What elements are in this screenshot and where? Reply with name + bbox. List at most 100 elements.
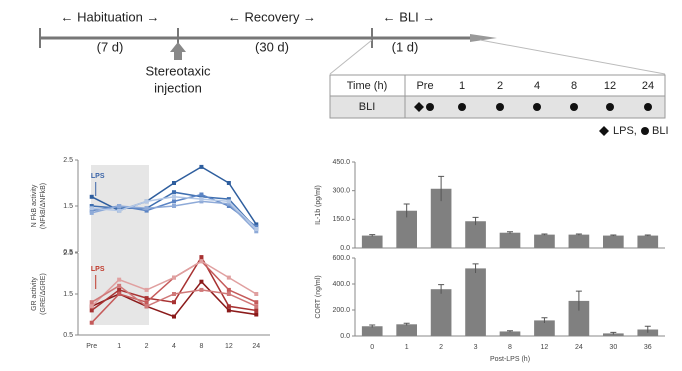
bar [637, 235, 659, 248]
point [89, 206, 94, 211]
y-axis-label: (GRE/ΔGRE) [40, 273, 47, 315]
error-bar [403, 203, 410, 218]
annotation: LPS [91, 173, 105, 180]
point [144, 287, 149, 292]
bar [396, 210, 417, 248]
point [172, 199, 176, 204]
error-bar [472, 216, 479, 226]
x-tick-label: 12 [541, 344, 549, 351]
point [89, 304, 94, 309]
point [226, 308, 231, 313]
point [172, 314, 176, 319]
bli-marker [606, 103, 614, 111]
table-header: Pre [416, 80, 433, 92]
point [117, 204, 122, 208]
error-bar [644, 234, 651, 237]
point [172, 275, 176, 280]
x-tick-label: Pre [86, 343, 97, 350]
error-bar [575, 290, 582, 311]
bar [396, 324, 417, 336]
x-tick-label: 8 [508, 344, 512, 351]
point [226, 304, 231, 309]
x-tick-label: 2 [439, 344, 443, 351]
point [117, 283, 122, 288]
legend-circle [641, 127, 649, 135]
x-tick-label: 0 [370, 344, 374, 351]
point [117, 292, 122, 296]
error-bar [575, 233, 582, 236]
table-header: 1 [459, 80, 465, 92]
bar [603, 333, 624, 336]
x-tick-label: 30 [609, 344, 617, 351]
error-bar [403, 322, 410, 326]
bar [430, 188, 452, 248]
event-arrow [170, 42, 186, 60]
point [199, 199, 204, 204]
y-axis-label: CORT (ng/ml) [315, 275, 322, 318]
y-axis-label: (NFkB/ΔNFkB) [40, 183, 47, 229]
point [89, 320, 94, 325]
point [226, 199, 231, 204]
annotation: LPS [91, 266, 105, 273]
bar [499, 232, 521, 248]
point [117, 287, 122, 292]
bar [361, 235, 383, 248]
point [199, 164, 204, 169]
x-tick-label: 12 [225, 343, 233, 350]
y-tick-label: 1.5 [63, 291, 73, 298]
x-tick-label: 36 [644, 344, 652, 351]
bar [465, 268, 486, 336]
error-bar [541, 233, 548, 236]
point [226, 292, 231, 296]
y-tick-label: 1.5 [63, 203, 73, 210]
bar [568, 300, 590, 336]
point [199, 259, 204, 264]
phase-label: ← Recovery → [228, 9, 316, 24]
point [144, 206, 149, 211]
error-bar [369, 234, 376, 237]
table-header: 2 [497, 80, 503, 92]
y-tick-label: 0.5 [63, 332, 73, 339]
point [254, 304, 259, 309]
y-tick-label: 200.0 [332, 307, 350, 314]
error-bar [369, 324, 376, 328]
point [254, 308, 259, 313]
y-tick-label: 2.5 [63, 250, 73, 257]
point [226, 204, 231, 208]
timeline-arrow [470, 34, 497, 42]
bar [568, 234, 590, 248]
x-tick-label: 4 [172, 343, 176, 350]
point [144, 199, 149, 204]
y-tick-label: 2.5 [63, 157, 73, 164]
legend-label: BLI [652, 125, 669, 137]
point [172, 190, 176, 195]
table-header: 4 [534, 80, 540, 92]
bar [361, 326, 383, 336]
x-tick-label: 24 [252, 343, 260, 350]
y-axis-label: GR activity [31, 277, 38, 311]
bar [499, 331, 521, 336]
point [199, 255, 204, 260]
point [89, 300, 94, 305]
point [172, 181, 176, 185]
error-bar [438, 284, 445, 294]
error-bar [438, 175, 445, 202]
bar [534, 320, 555, 336]
point [226, 287, 231, 292]
bli-marker [458, 103, 466, 111]
point [172, 300, 176, 305]
error-bar [472, 263, 479, 273]
point [89, 308, 94, 313]
bli-marker [570, 103, 578, 111]
event-label: injection [154, 80, 202, 95]
lps-marker [414, 102, 424, 112]
bar [465, 221, 486, 248]
table-header: 8 [571, 80, 577, 92]
x-tick-label: 3 [474, 344, 478, 351]
y-tick-label: 300.0 [332, 188, 350, 195]
error-bar [610, 331, 617, 335]
point [254, 312, 259, 317]
bli-marker [533, 103, 541, 111]
point [254, 229, 259, 234]
